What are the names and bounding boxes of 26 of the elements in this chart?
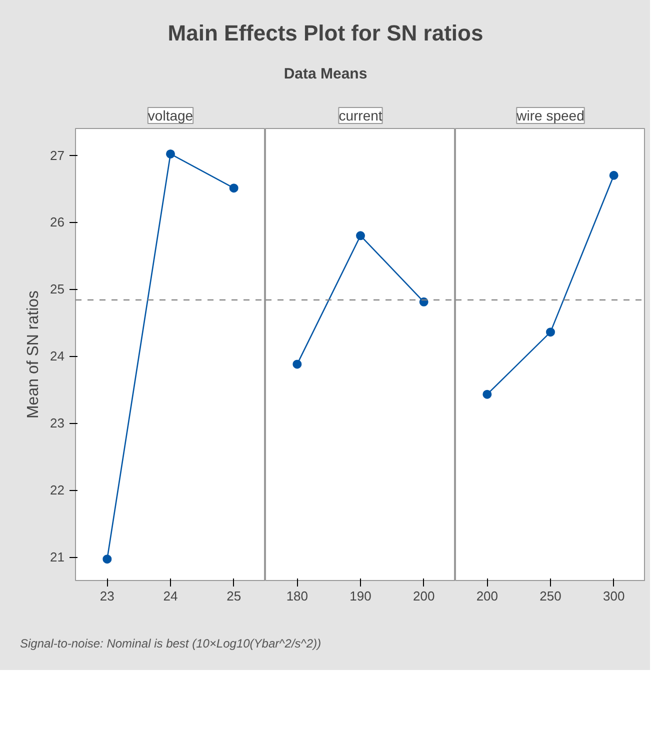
x-tick-label: 250 [540, 588, 562, 604]
x-tick-label: 190 [350, 588, 372, 604]
x-tick-label: 200 [476, 588, 498, 604]
x-tick-label: 23 [100, 588, 114, 604]
y-tick-label: 24 [50, 348, 65, 364]
x-tick-label: 300 [602, 588, 625, 604]
text: Main Effects Plot for SN ratios [168, 20, 484, 46]
point [229, 184, 238, 193]
y-tick-label: 22 [50, 482, 65, 498]
text: Data Means [284, 66, 368, 82]
x-tick-label: 25 [226, 588, 242, 604]
y-axis-title: Mean of SN ratios [25, 290, 42, 419]
chart-title: current [338, 108, 382, 124]
chart-title: wire speed [516, 108, 584, 124]
point [102, 554, 112, 564]
chart-title: voltage [148, 108, 194, 124]
y-tick-label: 27 [50, 148, 65, 163]
point [166, 149, 175, 158]
text: Signal-to-noise: Nominal is best (10×Log10(Ybar^2/s^2)) [20, 636, 322, 650]
x-tick-label: 24 [163, 588, 178, 604]
y-tick-label: 21 [50, 550, 65, 565]
x-tick-label: 180 [286, 588, 308, 604]
x-tick-label: 200 [412, 588, 435, 604]
y-tick-label: 23 [50, 416, 65, 431]
y-tick-label: 25 [50, 282, 65, 297]
y-tick-label: 26 [50, 214, 65, 230]
